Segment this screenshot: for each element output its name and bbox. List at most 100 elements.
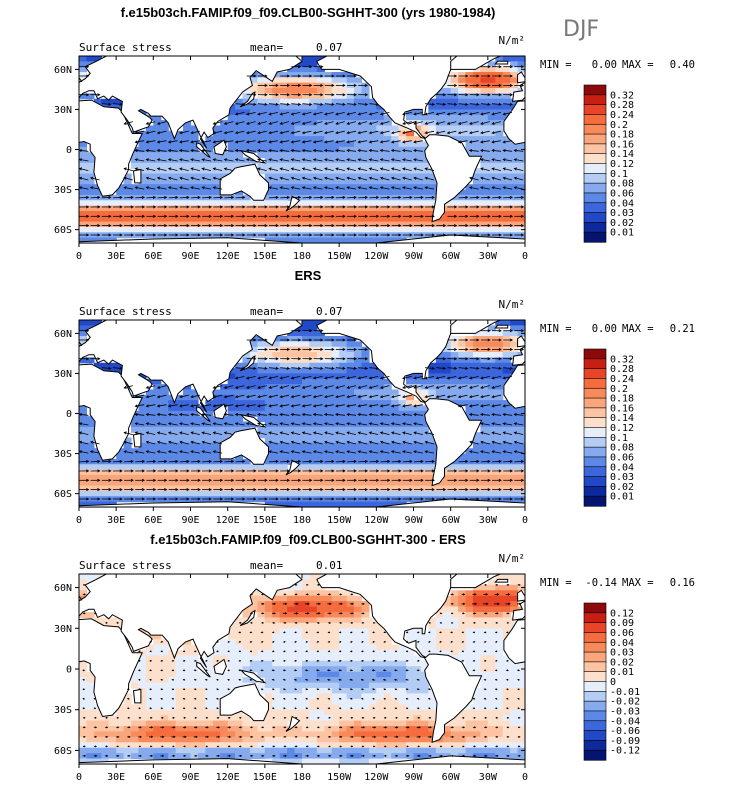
vector-arrow bbox=[302, 159, 312, 162]
vector-arrowhead bbox=[498, 205, 502, 209]
vector-arrowhead bbox=[476, 102, 480, 106]
vector-arrow bbox=[347, 177, 357, 181]
heatmap-cell bbox=[443, 368, 452, 375]
heatmap-cell bbox=[138, 458, 147, 465]
heatmap-cell bbox=[145, 389, 154, 396]
vector-arrow bbox=[213, 140, 223, 143]
heatmap-cell bbox=[287, 221, 296, 228]
heatmap-cell bbox=[368, 480, 377, 487]
heatmap-cell bbox=[264, 82, 273, 89]
vector-arrow bbox=[246, 130, 256, 134]
heatmap-cell bbox=[316, 205, 325, 212]
heatmap-cell bbox=[517, 458, 526, 465]
vector-arrow bbox=[280, 413, 290, 416]
heatmap-cell bbox=[287, 389, 296, 396]
heatmap-cell bbox=[420, 226, 429, 233]
heatmap-cell bbox=[272, 184, 281, 191]
heatmap-cell bbox=[339, 432, 348, 439]
heatmap-cell bbox=[212, 157, 221, 164]
heatmap-cell bbox=[316, 152, 325, 159]
heatmap-cell bbox=[428, 490, 437, 497]
vector-arrowhead bbox=[219, 205, 224, 209]
vector-arrow bbox=[157, 130, 167, 134]
heatmap-cell bbox=[175, 400, 184, 407]
vector-arrow bbox=[213, 394, 223, 398]
heatmap-cell bbox=[458, 474, 467, 481]
vector-arrowhead bbox=[402, 440, 406, 444]
heatmap-cell bbox=[406, 469, 415, 476]
heatmap-cell bbox=[287, 136, 296, 143]
vector-arrow bbox=[391, 413, 401, 416]
heatmap-cell bbox=[331, 221, 340, 228]
vector-arrowhead bbox=[320, 459, 324, 463]
vector-arrow bbox=[369, 451, 379, 454]
heatmap-cell bbox=[465, 416, 474, 423]
vector-arrow bbox=[302, 149, 312, 152]
vector-arrow bbox=[369, 196, 379, 199]
heatmap-cell bbox=[86, 421, 95, 428]
heatmap-cell bbox=[272, 432, 281, 439]
vector-arrowhead bbox=[491, 431, 495, 435]
vector-arrowhead bbox=[457, 404, 462, 408]
vector-arrowhead bbox=[379, 376, 384, 380]
vector-arrowhead bbox=[309, 93, 313, 97]
vector-arrowhead bbox=[509, 93, 514, 97]
heatmap-cell bbox=[354, 141, 363, 148]
heatmap-cell bbox=[153, 232, 162, 239]
heatmap-cell bbox=[257, 373, 266, 380]
vector-arrow bbox=[213, 177, 223, 181]
heatmap-cell bbox=[472, 104, 481, 111]
heatmap-cell bbox=[339, 162, 348, 169]
heatmap-cell bbox=[339, 490, 348, 497]
heatmap-cell bbox=[302, 474, 311, 481]
heatmap-cell bbox=[331, 384, 340, 391]
vector-arrowhead bbox=[234, 140, 239, 144]
heatmap-cell bbox=[101, 480, 110, 487]
vector-arrow bbox=[224, 394, 234, 398]
vector-arrowhead bbox=[454, 214, 458, 218]
heatmap-cell bbox=[339, 400, 348, 407]
vector-arrowhead bbox=[179, 131, 183, 135]
vector-arrow bbox=[179, 168, 189, 171]
vector-arrow bbox=[146, 451, 156, 454]
vector-arrowhead bbox=[390, 158, 395, 162]
vector-arrowhead bbox=[491, 395, 495, 399]
vector-arrow bbox=[168, 168, 178, 171]
heatmap-cell bbox=[376, 173, 385, 180]
heatmap-cell bbox=[227, 373, 236, 380]
heatmap-cell bbox=[480, 216, 489, 223]
heatmap-cell bbox=[249, 389, 258, 396]
heatmap-cell bbox=[420, 194, 429, 201]
vector-arrowhead bbox=[167, 404, 172, 408]
vector-arrowhead bbox=[253, 357, 257, 361]
heatmap-cell bbox=[324, 437, 333, 444]
heatmap-cell bbox=[331, 336, 340, 342]
vector-arrowhead bbox=[487, 102, 491, 106]
vector-arrowhead bbox=[468, 131, 473, 135]
heatmap-cell bbox=[235, 141, 244, 148]
colorbar-label: 0.32 bbox=[610, 90, 634, 101]
heatmap-cell bbox=[79, 168, 88, 175]
heatmap-cell bbox=[197, 485, 206, 492]
heatmap-cell bbox=[391, 480, 400, 487]
heatmap-cell bbox=[361, 168, 370, 175]
vector-arrowhead bbox=[309, 214, 313, 218]
heatmap-cell bbox=[354, 405, 363, 412]
heatmap-cell bbox=[108, 232, 117, 239]
vector-arrowhead bbox=[156, 431, 161, 435]
heatmap-cell bbox=[287, 474, 296, 481]
vector-arrowhead bbox=[469, 176, 473, 180]
vector-arrow bbox=[335, 423, 345, 426]
heatmap-cell bbox=[406, 464, 415, 471]
heatmap-cell bbox=[212, 173, 221, 180]
heatmap-cell bbox=[309, 464, 318, 471]
vector-arrowhead bbox=[313, 440, 317, 444]
heatmap-cell bbox=[354, 368, 363, 375]
heatmap-cell bbox=[79, 237, 88, 244]
heatmap-cell bbox=[116, 210, 125, 217]
vector-arrowhead bbox=[446, 112, 451, 116]
heatmap-cell bbox=[383, 416, 392, 423]
heatmap-cell bbox=[339, 210, 348, 217]
heatmap-cell bbox=[294, 325, 303, 332]
vector-arrow bbox=[358, 130, 368, 134]
